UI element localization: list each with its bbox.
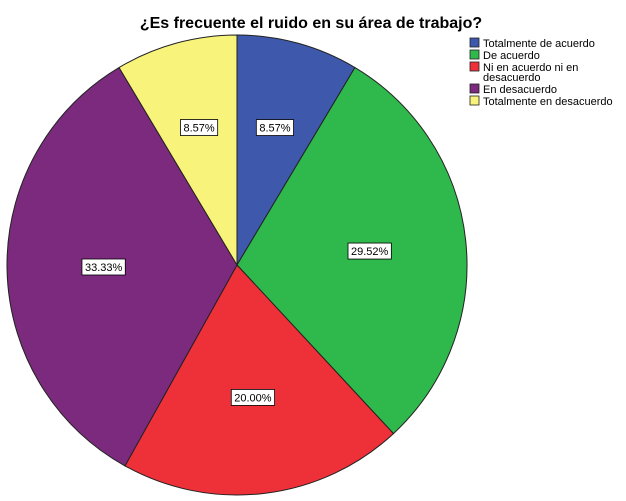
legend-swatch (469, 83, 480, 94)
legend-item: Totalmente en desacuerdo (469, 95, 613, 108)
legend-label: Totalmente en desacuerdo (483, 96, 613, 108)
legend-label: En desacuerdo (483, 84, 557, 96)
slice-value-text: 8.57% (259, 123, 290, 135)
slice-value-box (255, 119, 294, 136)
legend-swatch (469, 95, 480, 106)
legend-swatch (469, 37, 480, 48)
slice-value-box (81, 258, 126, 276)
legend-item: En desacuerdo (469, 83, 557, 96)
legend-swatch (469, 61, 480, 72)
chart-title: ¿Es frecuente el ruido en su área de tra… (140, 15, 482, 32)
slice-value-label: 29.52% (347, 242, 392, 260)
legend-label: Ni en acuerdo ni en (483, 62, 578, 74)
legend-label: desacuerdo (483, 72, 541, 84)
slice-value-box (347, 242, 392, 260)
legend-item: Totalmente de acuerdo (469, 37, 595, 50)
legend-label: Totalmente de acuerdo (483, 38, 595, 50)
slice-value-text: 8.57% (183, 123, 214, 135)
slice-value-label: 8.57% (255, 119, 294, 136)
pie-slices (6, 34, 468, 496)
slice-value-box (180, 119, 219, 136)
pie-slice-totalmente-de-acuerdo (236, 34, 356, 267)
slice-value-box (230, 389, 275, 406)
pie-slice-labels: 8.57% 29.52% 20.00% 33.33% 8.57% (81, 119, 392, 406)
pie-slice-totalmente-en-desacuerdo (118, 34, 238, 267)
slice-value-text: 29.52% (351, 246, 389, 258)
pie-slice-ni-en-acuerdo-ni-en-desacuerdo (124, 264, 395, 496)
slice-value-label: 20.00% (230, 389, 275, 406)
slice-value-label: 8.57% (180, 119, 219, 136)
legend-label: De acuerdo (483, 50, 540, 62)
slice-value-text: 33.33% (85, 262, 123, 274)
legend-item: De acuerdo (469, 49, 540, 62)
legend-swatch (469, 49, 480, 60)
slice-value-label: 33.33% (81, 258, 126, 276)
slice-value-text: 20.00% (234, 392, 272, 404)
